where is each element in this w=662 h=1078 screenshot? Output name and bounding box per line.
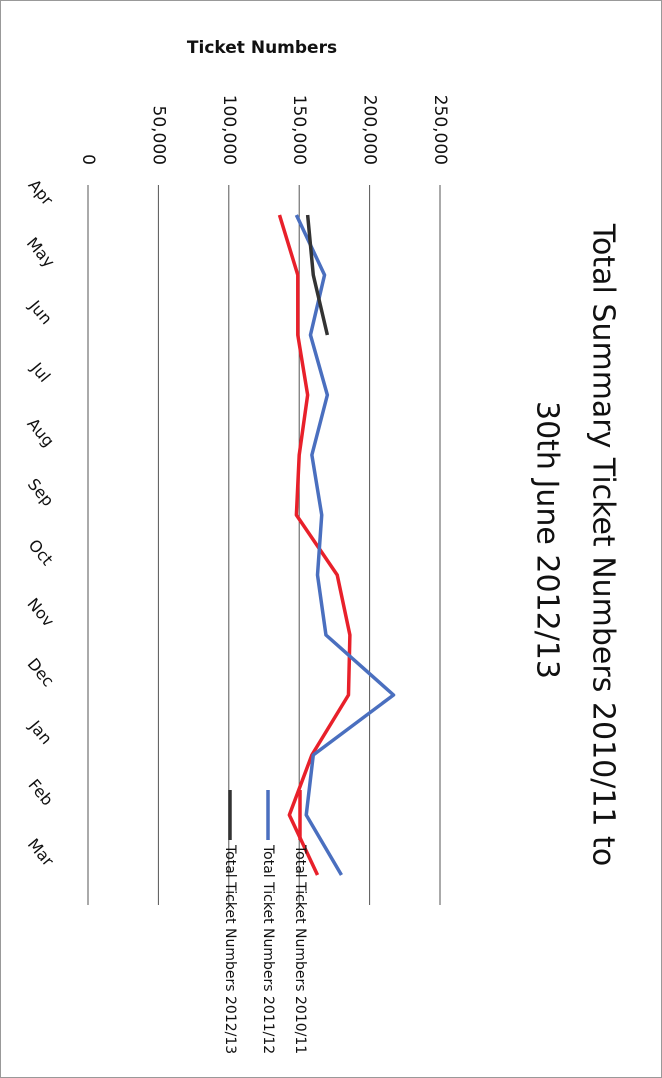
y-tick-label: 200,000 [360, 95, 380, 165]
y-tick-label: 100,000 [219, 95, 239, 165]
x-tick-label: Oct [25, 536, 57, 569]
series-line [294, 214, 396, 876]
rotated-chart: Total Summary Ticket Numbers 2010/11 to … [23, 38, 621, 1054]
y-tick-label: 50,000 [148, 106, 168, 165]
x-tick-label: Dec [24, 654, 58, 690]
chart-subtitle: 30th June 2012/13 [530, 401, 565, 679]
y-axis-title: Ticket Numbers [187, 38, 337, 58]
x-tick-label: May [23, 234, 59, 272]
y-tick-label: 150,000 [289, 95, 309, 165]
series-line [305, 214, 330, 336]
x-tick-label: Feb [24, 775, 57, 809]
legend-label: Total Ticket Numbers 2010/11 [292, 844, 308, 1054]
x-tick-label: Sep [24, 475, 58, 510]
x-tick-label: Apr [25, 176, 58, 210]
legend-label: Total Ticket Numbers 2012/13 [222, 844, 238, 1054]
series-line [277, 214, 352, 876]
y-tick-label: 0 [78, 154, 98, 165]
x-tick-label: Jul [27, 358, 55, 386]
y-tick-label: 250,000 [430, 95, 450, 165]
legend-label: Total Ticket Numbers 2011/12 [260, 844, 276, 1054]
x-tick-label: Jun [25, 296, 56, 328]
x-tick-label: Aug [23, 414, 58, 450]
x-tick-label: Nov [23, 594, 58, 630]
x-tick-label: Jan [25, 716, 56, 748]
chart-title: Total Summary Ticket Numbers 2010/11 to [586, 223, 621, 866]
x-tick-label: Mar [24, 835, 58, 871]
